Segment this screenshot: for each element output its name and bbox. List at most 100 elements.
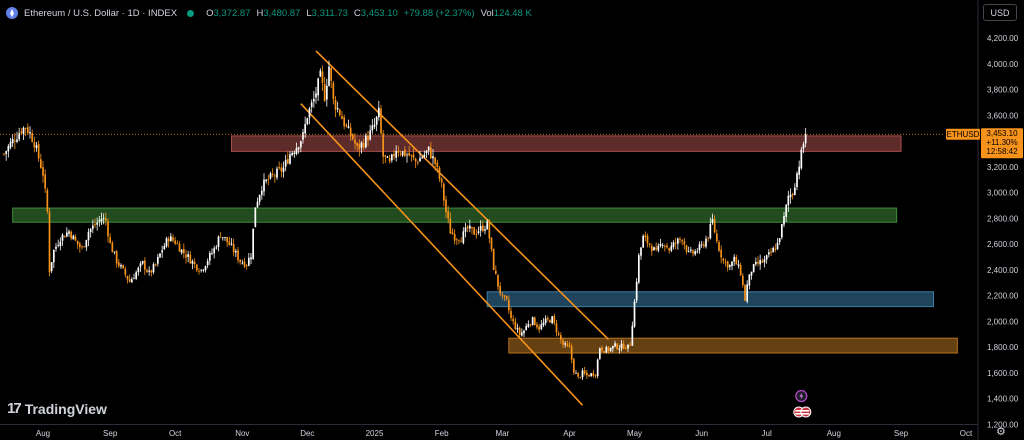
channel-upper-line[interactable] (315, 50, 610, 341)
time-tick-label: Oct (169, 429, 182, 438)
currency-button[interactable]: USD (983, 4, 1017, 21)
candle (414, 157, 417, 169)
candle (146, 268, 148, 273)
symbol-title[interactable]: Ethereum / U.S. Dollar · 1D · INDEX (24, 7, 178, 19)
candle-body (572, 359, 575, 373)
candle (451, 228, 454, 235)
candle-body (507, 299, 510, 311)
support-zone-green[interactable] (12, 207, 898, 223)
candle (609, 347, 612, 353)
candle-body (241, 262, 244, 264)
candle-body (785, 204, 788, 217)
candle-body (33, 142, 36, 148)
candle-body (382, 133, 385, 157)
tradingview-logo[interactable]: 17 TradingView (7, 400, 107, 417)
candle (317, 77, 320, 101)
candle (774, 243, 777, 253)
event-lightning-icon[interactable] (795, 389, 808, 403)
candle-body (512, 318, 515, 322)
candle (228, 236, 231, 246)
candle-body (126, 275, 129, 280)
candle (135, 270, 138, 281)
candle (278, 161, 281, 170)
candle (750, 271, 753, 280)
candle (802, 141, 805, 154)
candle (583, 366, 586, 376)
candle (685, 244, 688, 255)
candle-body (182, 249, 185, 254)
candle-body (143, 260, 146, 270)
candle-body (269, 173, 272, 179)
candle (479, 220, 482, 237)
candle-body (202, 269, 205, 271)
candle (754, 257, 757, 267)
candle-body (299, 141, 302, 148)
candle-body (663, 245, 666, 247)
candle-body (466, 226, 469, 229)
candle-body (440, 178, 443, 183)
channel-lower-line[interactable] (300, 103, 584, 406)
candle (538, 323, 541, 334)
candle-body (371, 125, 374, 131)
candle-body (154, 263, 157, 265)
candle (289, 151, 291, 165)
price-tick-label: 2,200.00 (987, 292, 1019, 301)
candle-body (434, 157, 437, 164)
candle-body (609, 347, 612, 351)
candle-body (484, 229, 486, 231)
candle (505, 295, 508, 301)
candle-body (726, 261, 729, 268)
candle-body (291, 152, 294, 156)
demand-zone[interactable] (508, 337, 958, 354)
price-tick-label: 4,000.00 (987, 60, 1019, 69)
candle (221, 237, 224, 241)
chart-settings-icon[interactable]: ⚙ (996, 426, 1006, 438)
candle-body (215, 247, 218, 249)
candle-body (250, 257, 252, 260)
candle-body (124, 268, 127, 275)
resistance-zone[interactable] (231, 135, 902, 152)
candle-body (26, 127, 29, 134)
candle-body (245, 265, 248, 267)
candle (109, 233, 112, 244)
candle-body (596, 359, 599, 377)
candle-body (133, 278, 135, 280)
support-zone-blue[interactable] (486, 291, 934, 308)
candle (468, 219, 471, 233)
candle (668, 247, 671, 254)
candle-body (224, 237, 226, 238)
candle (648, 242, 651, 248)
candle-body (536, 324, 538, 328)
candle (423, 150, 426, 159)
candle (239, 259, 242, 265)
candle (425, 150, 428, 158)
candle (674, 237, 677, 250)
candle (128, 274, 131, 283)
candle-body (230, 243, 233, 245)
candle (559, 332, 562, 344)
candle-body (631, 325, 634, 346)
candle-body (767, 252, 770, 255)
candle (568, 341, 571, 348)
candle-body (603, 351, 606, 353)
candle (746, 280, 749, 304)
economic-events-flags-icon[interactable] (793, 406, 812, 418)
candle-body (575, 373, 577, 374)
candle-body (373, 124, 376, 127)
time-tick-label: Mar (495, 429, 509, 438)
candle (122, 264, 125, 270)
candle (81, 245, 83, 250)
candle-body (637, 255, 640, 283)
market-status-icon (187, 9, 195, 17)
candle (739, 262, 742, 277)
candle-body (74, 236, 77, 241)
candle-body (627, 344, 629, 349)
candle (458, 239, 460, 245)
candle (481, 220, 484, 233)
candle (336, 101, 339, 113)
candle (516, 323, 519, 333)
candle-body (650, 246, 653, 252)
candle (388, 154, 391, 164)
candle-body (746, 284, 749, 302)
